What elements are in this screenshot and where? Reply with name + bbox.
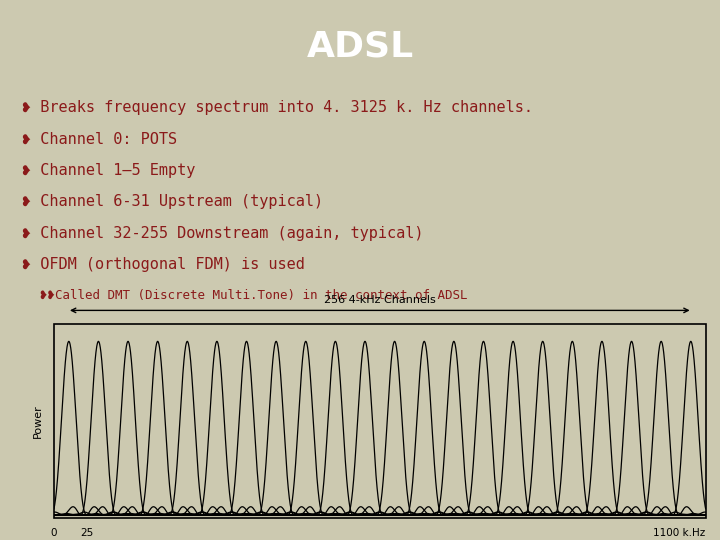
Text: ❥ Channel 32-255 Downstream (again, typical): ❥ Channel 32-255 Downstream (again, typi…: [22, 226, 423, 241]
Text: Power: Power: [32, 404, 42, 438]
Text: 1100 k.Hz: 1100 k.Hz: [653, 528, 706, 538]
Text: ❥ OFDM (orthogonal FDM) is used: ❥ OFDM (orthogonal FDM) is used: [22, 257, 305, 272]
Text: ADSL: ADSL: [307, 29, 413, 63]
Text: 256 4-kHz Channels: 256 4-kHz Channels: [324, 294, 436, 305]
Text: 0: 0: [50, 528, 58, 538]
Bar: [54, 324, 706, 518]
Text: ❥ Breaks frequency spectrum into 4. 3125 k. Hz channels.: ❥ Breaks frequency spectrum into 4. 3125…: [22, 100, 533, 116]
Text: ❥❥Called DMT (Discrete Multi.Tone) in the context of ADSL: ❥❥Called DMT (Discrete Multi.Tone) in th…: [40, 289, 467, 302]
Text: 25: 25: [80, 528, 93, 538]
Text: ❥ Channel 1–5 Empty: ❥ Channel 1–5 Empty: [22, 163, 195, 178]
Text: ❥ Channel 0: POTS: ❥ Channel 0: POTS: [22, 132, 176, 147]
Text: ❥ Channel 6-31 Upstream (typical): ❥ Channel 6-31 Upstream (typical): [22, 194, 323, 210]
